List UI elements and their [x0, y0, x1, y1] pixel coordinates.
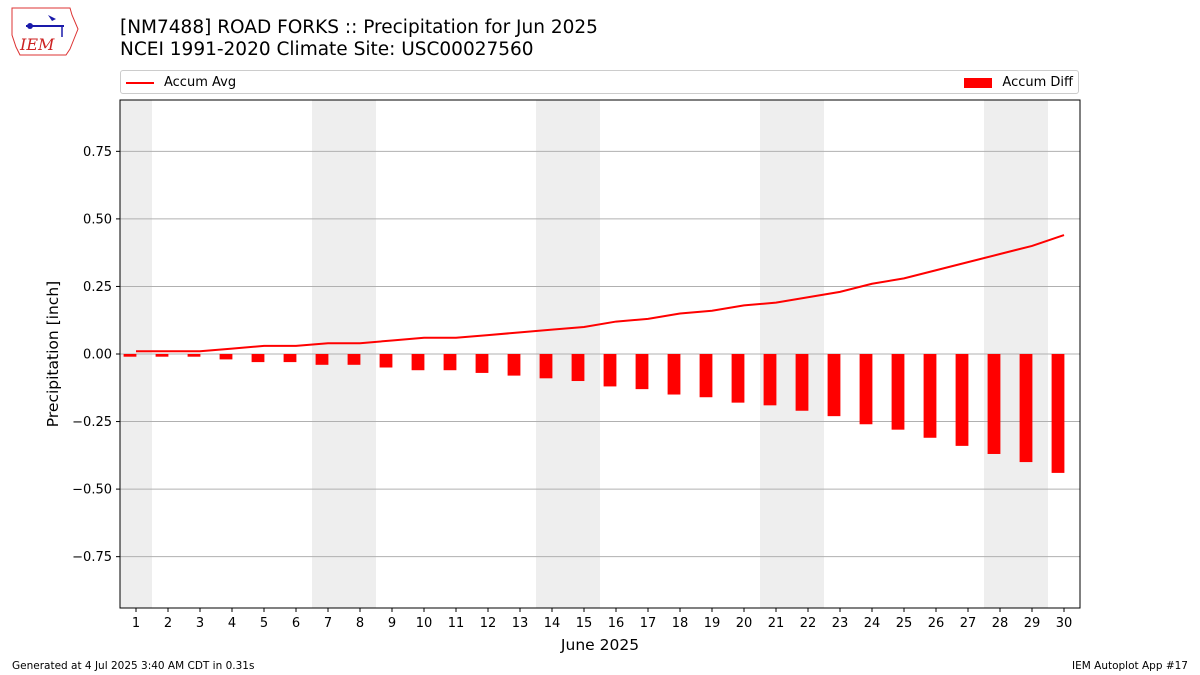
bar-accum-diff — [859, 354, 873, 425]
x-tick-label: 17 — [640, 616, 657, 631]
y-tick-label: 0.50 — [83, 212, 112, 227]
legend-line-swatch — [126, 81, 154, 84]
bar-accum-diff — [187, 354, 201, 357]
x-tick-label: 11 — [448, 616, 465, 631]
bar-accum-diff — [347, 354, 361, 365]
x-tick-label: 6 — [292, 616, 300, 631]
bar-accum-diff — [283, 354, 297, 363]
bar-accum-diff — [795, 354, 809, 411]
iem-logo-graphic: IEM — [11, 7, 79, 56]
line-accum-avg — [136, 234, 1065, 353]
y-tick-label: 0.25 — [83, 280, 112, 295]
x-tick-label: 9 — [388, 616, 396, 631]
x-tick-label: 8 — [356, 616, 364, 631]
iem-logo: IEM — [8, 5, 80, 59]
bar-accum-diff — [315, 354, 329, 365]
legend-bar-swatch — [964, 77, 993, 88]
x-tick-label: 21 — [768, 616, 785, 631]
title-line-2: NCEI 1991-2020 Climate Site: USC00027560 — [120, 39, 534, 60]
x-axis-label: June 2025 — [560, 636, 639, 654]
legend-label-accum-avg: Accum Avg — [164, 75, 237, 90]
bar-accum-diff — [603, 354, 617, 387]
x-tick-label: 22 — [800, 616, 817, 631]
legend: Accum Avg Accum Diff — [120, 70, 1079, 94]
bar-accum-diff — [635, 354, 649, 390]
y-tick-label: 0.00 — [83, 348, 112, 363]
x-tick-label: 19 — [704, 616, 721, 631]
bar-accum-diff — [827, 354, 841, 417]
x-tick-label: 29 — [1024, 616, 1041, 631]
bar-accum-diff — [923, 354, 937, 438]
bar-accum-diff — [507, 354, 521, 376]
bar-accum-diff — [475, 354, 489, 373]
x-tick-label: 23 — [832, 616, 849, 631]
bar-accum-diff — [891, 354, 905, 430]
bar-accum-diff — [155, 354, 169, 357]
x-tick-label: 12 — [480, 616, 497, 631]
chart-title: [NM7488] ROAD FORKS :: Precipitation for… — [120, 17, 598, 61]
x-tick-label: 10 — [416, 616, 433, 631]
x-tick-label: 14 — [544, 616, 561, 631]
footer-generated: Generated at 4 Jul 2025 3:40 AM CDT in 0… — [12, 660, 255, 672]
bar-accum-diff — [539, 354, 553, 379]
y-axis-label: Precipitation [inch] — [44, 281, 62, 427]
bar-accum-diff — [955, 354, 969, 446]
x-tick-label: 25 — [896, 616, 913, 631]
legend-label-accum-diff: Accum Diff — [1002, 75, 1073, 90]
logo-text: IEM — [19, 35, 55, 54]
x-tick-label: 4 — [228, 616, 236, 631]
bar-accum-diff — [379, 354, 393, 368]
bar-accum-diff — [411, 354, 425, 371]
y-tick-label: −0.75 — [72, 550, 112, 565]
bar-accum-diff — [219, 354, 233, 360]
bar-accum-diff — [763, 354, 777, 406]
plot-frame — [119, 99, 1081, 609]
x-tick-label: 13 — [512, 616, 529, 631]
bar-accum-diff — [571, 354, 585, 382]
bar-accum-diff — [443, 354, 457, 371]
x-tick-label: 27 — [960, 616, 977, 631]
x-tick-label: 7 — [324, 616, 332, 631]
y-tick-label: −0.50 — [72, 483, 112, 498]
x-tick-label: 15 — [576, 616, 593, 631]
x-tick-label: 30 — [1056, 616, 1073, 631]
bar-accum-diff — [251, 354, 265, 363]
bar-accum-diff — [123, 354, 137, 357]
legend-item-accum-diff: Accum Diff — [964, 75, 1073, 90]
bar-accum-diff — [667, 354, 681, 395]
x-tick-label: 26 — [928, 616, 945, 631]
x-tick-label: 28 — [992, 616, 1009, 631]
x-tick-label: 16 — [608, 616, 625, 631]
title-line-1: [NM7488] ROAD FORKS :: Precipitation for… — [120, 17, 598, 38]
legend-item-accum-avg: Accum Avg — [126, 75, 236, 90]
bar-accum-diff — [987, 354, 1001, 454]
x-tick-label: 24 — [864, 616, 881, 631]
bar-accum-diff — [1019, 354, 1033, 463]
x-tick-label: 18 — [672, 616, 689, 631]
x-tick-label: 3 — [196, 616, 204, 631]
x-tick-label: 20 — [736, 616, 753, 631]
footer-app: IEM Autoplot App #17 — [1072, 660, 1188, 672]
y-tick-label: 0.75 — [83, 145, 112, 160]
y-tick-label: −0.25 — [72, 415, 112, 430]
bar-accum-diff — [1051, 354, 1065, 473]
bar-accum-diff — [731, 354, 745, 403]
x-tick-label: 5 — [260, 616, 268, 631]
x-tick-label: 1 — [132, 616, 140, 631]
x-tick-label: 2 — [164, 616, 172, 631]
bar-accum-diff — [699, 354, 713, 398]
